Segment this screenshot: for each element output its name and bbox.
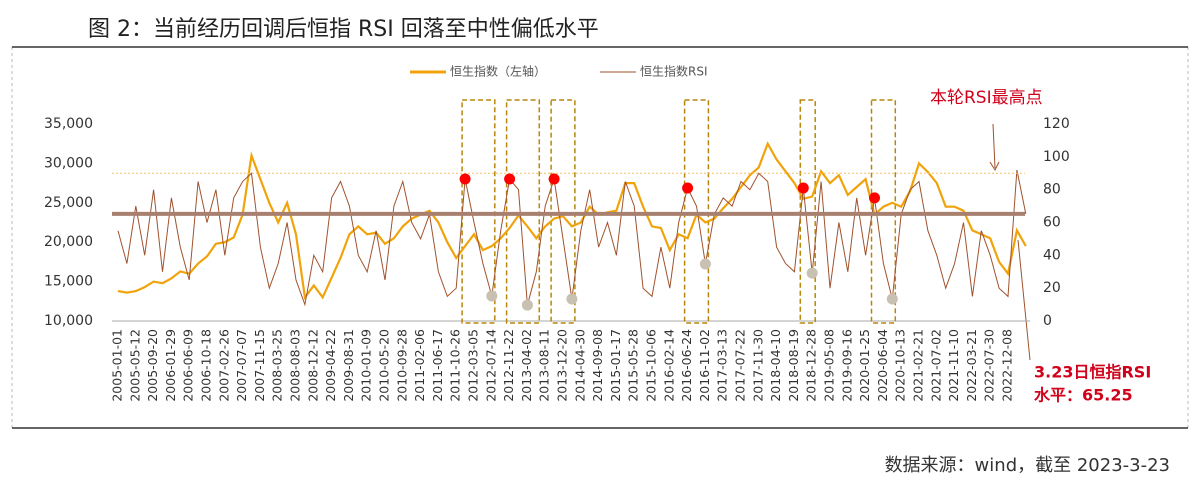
y-tick-label: 15,000 [44,274,93,290]
highlight-box [683,99,710,324]
y2-tick-label: 100 [1043,149,1070,165]
y2-tick-label: 0 [1043,313,1052,329]
highlight-box [799,99,816,324]
y2-tick-label: 80 [1043,182,1061,198]
series-line [117,141,1027,301]
x-tick-label: 2008-03-25 [270,329,285,402]
x-tick-label: 2006-10-18 [199,329,214,402]
x-tick-label: 2007-07-07 [234,329,249,402]
y-tick-label: 25,000 [44,195,93,211]
x-tick-label: 2005-09-20 [145,329,160,402]
marker-dot [566,293,578,305]
x-tick-label: 2016-02-14 [661,329,676,402]
x-tick-label: 2014-09-08 [590,329,605,402]
x-tick-label: 2015-05-28 [626,329,641,402]
annotation-leader [1017,239,1031,361]
annotation: 本轮RSI最高点 [930,88,1043,108]
highlight-box [550,99,576,324]
x-tick-label: 2013-04-02 [519,329,534,402]
x-tick-label: 2010-05-20 [377,329,392,402]
x-tick-label: 2008-08-03 [288,329,303,402]
legend-label: 恒生指数（左轴） [450,64,546,79]
x-tick-label: 2014-04-30 [572,329,587,402]
x-tick-label: 2013-12-20 [555,329,570,402]
x-tick-label: 2020-01-25 [857,329,872,402]
x-tick-label: 2021-07-02 [928,329,943,402]
highlight-box [505,99,541,324]
marker-dot [504,173,516,185]
x-tick-label: 2017-11-30 [750,329,765,402]
marker-dot [548,173,560,185]
x-tick-label: 2019-05-08 [822,329,837,402]
y2-tick-label: 120 [1043,116,1070,132]
marker-dot [459,173,471,185]
highlight-box [870,99,897,324]
x-tick-label: 2020-10-13 [893,329,908,402]
x-tick-label: 2009-04-22 [323,329,338,402]
x-tick-label: 2017-07-22 [733,329,748,402]
x-tick-label: 2016-11-02 [697,329,712,402]
x-tick-label: 2022-12-08 [1000,329,1015,402]
y-tick-label: 20,000 [44,234,93,250]
x-tick-label: 2011-06-17 [430,329,445,402]
x-tick-label: 2021-02-21 [911,329,926,402]
marker-dot [797,182,809,194]
x-tick-label: 2016-06-24 [679,329,694,402]
marker-dot [486,290,498,302]
x-tick-label: 2022-07-30 [982,329,997,402]
x-tick-label: 2017-03-13 [715,329,730,402]
x-tick-label: 2020-06-04 [875,329,890,402]
marker-dot [869,192,880,204]
x-tick-label: 2005-05-12 [127,329,142,402]
y2-tick-label: 60 [1043,215,1061,231]
x-tick-label: 2009-08-31 [341,329,356,402]
x-tick-label: 2018-12-28 [804,329,819,402]
x-tick-label: 2011-02-06 [412,329,427,402]
x-tick-label: 2018-04-10 [768,329,783,402]
x-tick-label: 2012-11-22 [501,329,516,402]
x-tick-label: 2006-01-29 [163,329,178,402]
marker-dot [521,299,533,311]
y-tick-label: 35,000 [44,116,93,132]
x-tick-label: 2015-01-17 [608,329,623,402]
marker-dot [886,293,898,305]
highlight-box [461,99,496,324]
legend-label: 恒生指数RSI [640,64,708,79]
x-tick-label: 2010-09-28 [394,329,409,402]
x-tick-label: 2007-02-26 [216,329,231,402]
annotation: 3.23日恒指RSI [1034,363,1151,382]
marker-dot [806,267,818,279]
series-line [117,169,1027,307]
x-tick-label: 2013-08-11 [537,329,552,402]
x-tick-label: 2012-03-05 [466,329,481,402]
annotation-arrowhead [989,161,1000,172]
x-tick-label: 2007-11-15 [252,329,267,402]
x-tick-label: 2019-09-16 [839,329,854,402]
chart-title: 图 2：当前经历回调后恒指 RSI 回落至中性偏低水平 [88,17,599,42]
x-tick-label: 2015-10-06 [644,329,659,402]
annotation: 水平：65.25 [1034,386,1133,405]
y-tick-label: 10,000 [44,313,93,329]
source-note: 数据来源：wind，截至 2023-3-23 [885,455,1170,476]
x-tick-label: 2010-01-09 [359,329,374,402]
marker-dot [699,258,711,270]
x-tick-label: 2018-08-19 [786,329,801,402]
x-tick-label: 2012-07-14 [483,329,498,402]
x-tick-label: 2005-01-01 [110,329,125,402]
x-tick-label: 2022-03-21 [964,329,979,402]
x-tick-label: 2021-11-10 [946,329,961,402]
annotation-arrow [992,123,996,169]
x-tick-label: 2011-10-26 [448,329,463,402]
marker-dot [682,182,694,194]
y-tick-label: 30,000 [44,155,93,171]
y2-tick-label: 40 [1043,247,1061,263]
x-tick-label: 2008-12-12 [305,329,320,402]
y2-tick-label: 20 [1043,280,1061,296]
x-tick-label: 2006-06-09 [181,329,196,402]
